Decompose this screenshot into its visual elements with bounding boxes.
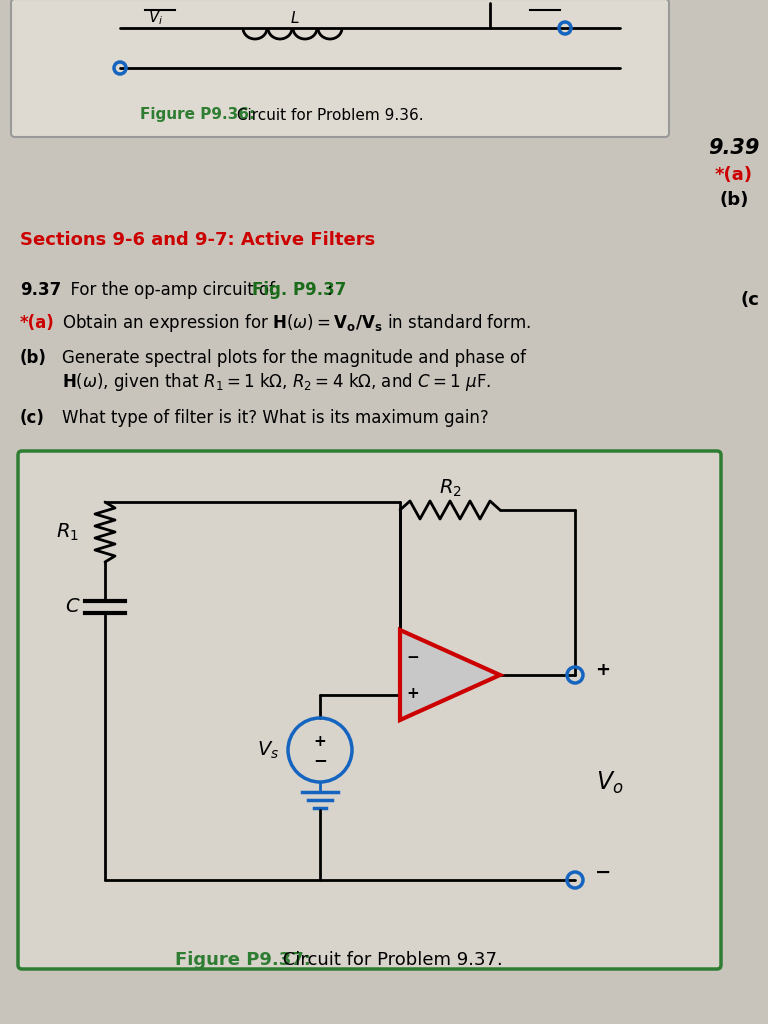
Text: $V_o$: $V_o$	[596, 769, 624, 796]
Text: (c): (c)	[20, 409, 45, 427]
Text: −: −	[595, 862, 611, 882]
Text: Sections 9-6 and 9-7: Active Filters: Sections 9-6 and 9-7: Active Filters	[20, 231, 376, 249]
Text: For the op-amp circuit of: For the op-amp circuit of	[60, 281, 280, 299]
Text: Fig. P9.37: Fig. P9.37	[252, 281, 346, 299]
Text: Figure P9.36:: Figure P9.36:	[140, 108, 255, 123]
Text: Circuit for Problem 9.36.: Circuit for Problem 9.36.	[232, 108, 424, 123]
Text: $L$: $L$	[290, 10, 300, 26]
Text: Circuit for Problem 9.37.: Circuit for Problem 9.37.	[277, 951, 503, 969]
Text: *(a): *(a)	[20, 314, 55, 332]
Text: (b): (b)	[20, 349, 47, 367]
Text: $R_2$: $R_2$	[439, 477, 462, 499]
Text: +: +	[406, 685, 419, 700]
Text: $R_1$: $R_1$	[55, 521, 78, 543]
Text: What type of filter is it? What is its maximum gain?: What type of filter is it? What is its m…	[62, 409, 488, 427]
Text: 9.37: 9.37	[20, 281, 61, 299]
Text: −: −	[313, 751, 327, 769]
Text: *(a): *(a)	[715, 166, 753, 184]
Text: Figure P9.37:: Figure P9.37:	[175, 951, 311, 969]
Text: 9.39: 9.39	[708, 138, 760, 158]
Text: :: :	[327, 281, 333, 299]
FancyBboxPatch shape	[11, 0, 669, 137]
Text: Obtain an expression for $\mathbf{H}(\omega)=\mathbf{V_o/V_s}$ in standard form.: Obtain an expression for $\mathbf{H}(\om…	[62, 312, 531, 334]
Text: +: +	[595, 662, 610, 679]
Polygon shape	[400, 630, 500, 720]
Text: +: +	[313, 733, 326, 749]
Text: $\mathbf{H}(\omega)$, given that $R_1=1\ \mathrm{k}\Omega$, $R_2=4\ \mathrm{k}\O: $\mathbf{H}(\omega)$, given that $R_1=1\…	[62, 371, 492, 393]
Text: Generate spectral plots for the magnitude and phase of: Generate spectral plots for the magnitud…	[62, 349, 526, 367]
Text: $C$: $C$	[65, 597, 81, 616]
Text: $V_s$: $V_s$	[257, 739, 279, 761]
Text: −: −	[406, 649, 419, 665]
FancyBboxPatch shape	[18, 451, 721, 969]
Text: $V_i$: $V_i$	[148, 8, 164, 28]
Text: (b): (b)	[720, 191, 749, 209]
Text: (c: (c	[740, 291, 760, 309]
